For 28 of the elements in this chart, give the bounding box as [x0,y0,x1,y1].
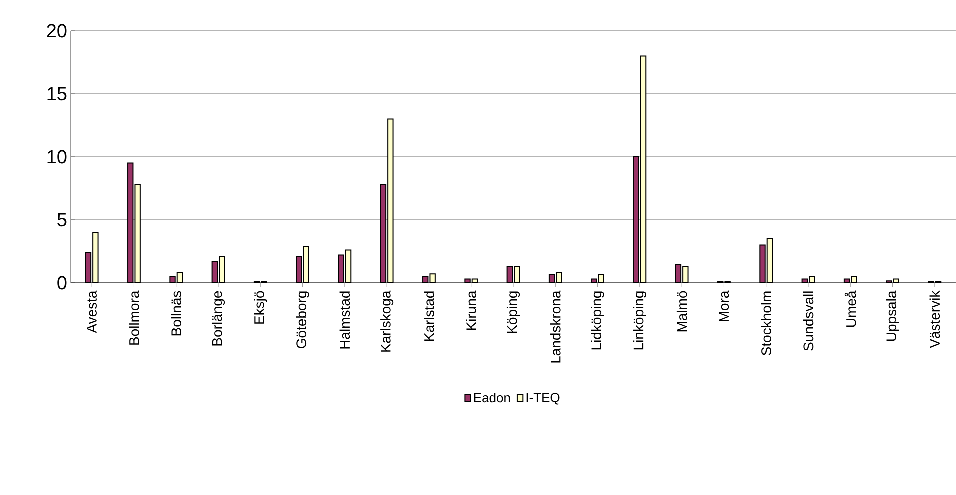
y-tick-label: 5 [58,213,67,227]
x-tick-label: Malmö [676,291,688,332]
y-tick-label: 10 [48,150,67,164]
x-tick-label: Lidköping [591,292,604,350]
x-tick-label: Umeå [844,290,856,328]
x-tick-label: Eksjö [254,291,268,324]
y-tick-label: 20 [47,24,67,38]
x-tick-label: Landskrona [550,290,561,363]
x-tick-label: Västervik [930,290,940,348]
x-tick-label: Göteborg [296,292,310,348]
x-tick-label: Karlskoga [380,290,394,352]
legend-label: Eadon [474,393,510,403]
x-tick-label: Borlänge [212,291,226,346]
x-tick-label: Karlstad [424,292,434,342]
x-tick-label: Stockholm [761,292,772,356]
y-tick-label: 15 [48,87,67,101]
x-tick-label: Bollnäs [171,291,182,336]
y-tick-label: 0 [58,276,67,290]
x-tick-label: Linköping [633,292,646,350]
x-tick-label: Avesta [87,290,97,334]
x-tick-label: Halmstad [340,292,350,349]
x-tick-label: Uppsala [886,290,900,342]
x-tick-label: Kiruna [466,290,477,330]
legend-label: I-TEQ [526,393,560,405]
x-tick-label: Mora [719,290,730,322]
x-tick-label: Bollmora [129,290,140,345]
x-tick-label: Sundsvall [803,292,814,351]
x-tick-label: Köping [506,292,520,334]
